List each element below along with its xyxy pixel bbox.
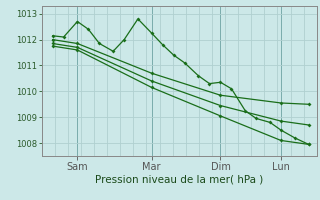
X-axis label: Pression niveau de la mer( hPa ): Pression niveau de la mer( hPa ) <box>95 174 263 184</box>
